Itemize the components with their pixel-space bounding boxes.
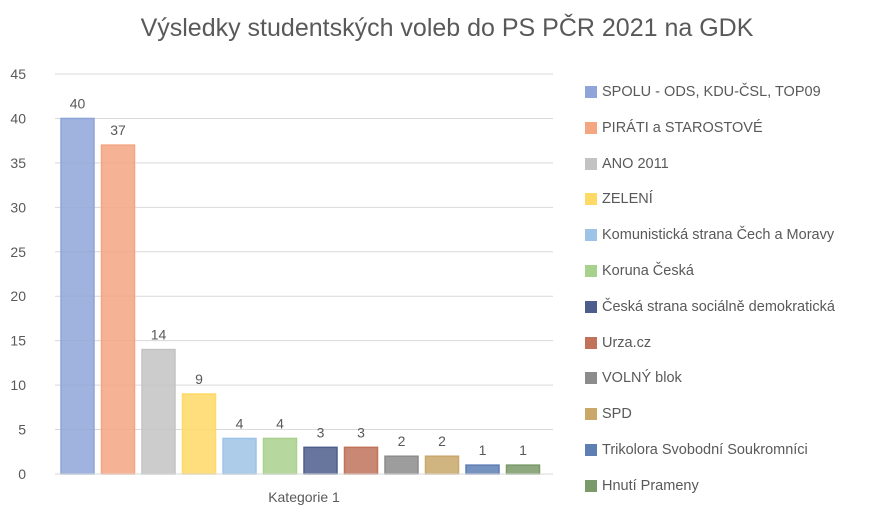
bar-value-label: 2 xyxy=(438,433,446,449)
legend-item: Trikolora Svobodní Soukromníci xyxy=(585,440,808,460)
chart-title: Výsledky studentských voleb do PS PČR 20… xyxy=(140,14,754,42)
legend-label: PIRÁTI a STAROSTOVÉ xyxy=(602,119,763,136)
bar-value-label: 9 xyxy=(195,371,203,387)
legend-item: Urza.cz xyxy=(585,333,651,353)
legend-label: ANO 2011 xyxy=(602,155,669,172)
legend-swatch xyxy=(585,372,597,385)
legend-label: Česká strana sociálně demokratická xyxy=(602,298,835,315)
legend-label: VOLNÝ blok xyxy=(602,370,682,387)
legend-swatch xyxy=(585,86,597,98)
legend-label: Trikolora Svobodní Soukromníci xyxy=(602,442,808,458)
legend-item: VOLNÝ blok xyxy=(585,368,682,388)
legend-label: ZELENÍ xyxy=(602,191,653,208)
legend-item: ANO 2011 xyxy=(585,154,669,174)
bar xyxy=(222,437,257,475)
bar-value-label: 4 xyxy=(236,415,244,431)
bar xyxy=(505,464,541,475)
bar-value-label: 1 xyxy=(519,442,527,458)
bar xyxy=(465,464,500,475)
legend-item: PIRÁTI a STAROSTOVÉ xyxy=(585,118,763,138)
bar xyxy=(141,348,176,475)
legend-item: SPD xyxy=(585,404,632,424)
legend-item: Komunistická strana Čech a Moravy xyxy=(585,225,834,245)
y-tick-label: 15 xyxy=(10,333,26,349)
y-tick-label: 25 xyxy=(10,244,26,260)
bar-value-label: 14 xyxy=(151,327,167,343)
data-labels: 40 37 14 9 4 4 3 3 2 2 1 1 xyxy=(70,95,527,458)
legend-label: Komunistická strana Čech a Moravy xyxy=(602,227,835,244)
y-tick-label: 0 xyxy=(18,466,26,482)
legend-label: SPOLU - ODS, KDU-ČSL, TOP09 xyxy=(602,84,821,100)
legend-swatch xyxy=(585,265,597,277)
bar-value-label: 3 xyxy=(357,424,365,440)
bar xyxy=(60,117,95,475)
legend-swatch xyxy=(585,121,597,134)
legend-swatch xyxy=(585,444,597,456)
y-tick-label: 10 xyxy=(10,377,26,393)
legend-item: Česká strana sociálně demokratická xyxy=(585,297,835,317)
legend-swatch xyxy=(585,229,597,242)
legend-item: ZELENÍ xyxy=(585,189,653,209)
gridlines xyxy=(55,73,553,431)
x-axis-category-label: Kategorie 1 xyxy=(268,489,340,505)
legend-label: Hnutí Prameny xyxy=(602,477,699,494)
bar-value-label: 1 xyxy=(479,442,487,458)
legend-item: SPOLU - ODS, KDU-ČSL, TOP09 xyxy=(585,82,821,102)
legend-label: Koruna Česká xyxy=(602,263,694,279)
bar xyxy=(100,144,136,475)
bar-value-label: 2 xyxy=(398,433,406,449)
y-tick-label: 5 xyxy=(18,422,26,438)
legend-swatch xyxy=(585,193,597,206)
legend-swatch xyxy=(585,300,597,313)
legend-label: Urza.cz xyxy=(602,334,652,351)
legend-swatch xyxy=(585,408,597,421)
bar xyxy=(303,446,338,475)
y-axis-ticks: 0 5 10 15 20 25 30 35 40 45 xyxy=(10,66,26,482)
legend-item: Hnutí Prameny xyxy=(585,476,699,496)
legend-item: Koruna Česká xyxy=(585,261,694,281)
bar-value-label: 40 xyxy=(70,95,86,111)
y-tick-label: 30 xyxy=(10,199,26,215)
bar xyxy=(384,455,419,475)
bar-value-label: 37 xyxy=(110,122,126,138)
legend-swatch xyxy=(585,479,597,492)
y-tick-label: 40 xyxy=(10,110,26,126)
bar xyxy=(343,446,379,475)
legend-swatch xyxy=(585,336,597,349)
legend-label: SPD xyxy=(602,406,632,423)
bar xyxy=(181,393,217,475)
legend-swatch xyxy=(585,157,597,170)
bar xyxy=(424,455,460,475)
bar-value-label: 3 xyxy=(317,424,325,440)
y-tick-label: 20 xyxy=(10,288,26,304)
bar xyxy=(262,437,298,475)
y-tick-label: 45 xyxy=(10,66,26,82)
y-tick-label: 35 xyxy=(10,155,26,171)
bar-value-label: 4 xyxy=(276,415,284,431)
